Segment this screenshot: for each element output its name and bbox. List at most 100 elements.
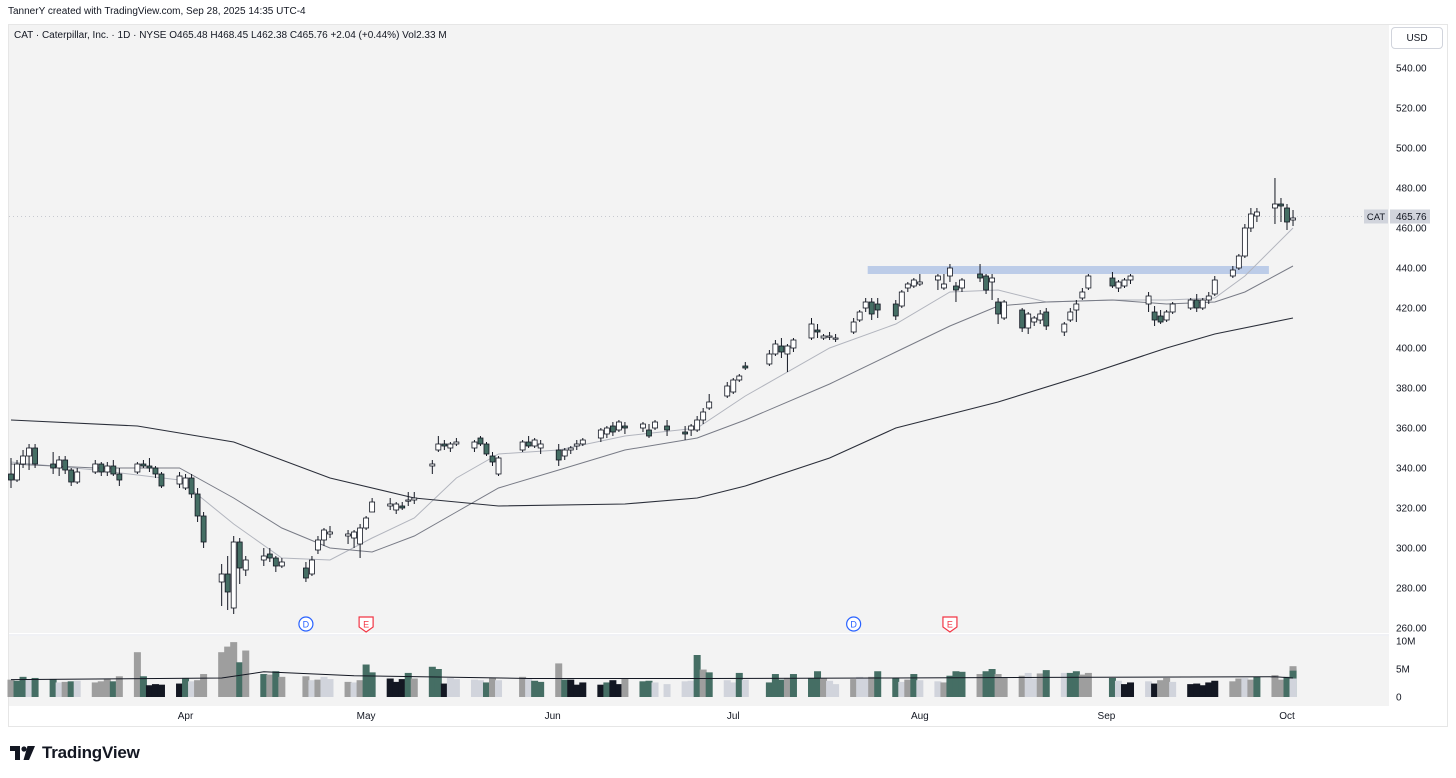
candle-body (218, 573, 225, 583)
dividend-marker-circle (298, 616, 314, 632)
candle-body (188, 477, 195, 495)
currency-button[interactable]: USD (1391, 27, 1443, 49)
volume-bar (260, 674, 268, 697)
volume-bar (1084, 672, 1092, 697)
symbol-legend[interactable]: CAT · Caterpillar, Inc. · 1D · NYSE O465… (14, 30, 447, 41)
volume-bar (868, 676, 876, 697)
candle (622, 422, 628, 434)
candle-body (1211, 279, 1218, 295)
candle-body (1290, 217, 1296, 221)
volume-bar (452, 679, 460, 697)
volume-bar (489, 677, 497, 697)
volume-bar (910, 674, 918, 697)
volume-bar (820, 678, 828, 697)
candle-body (345, 533, 351, 537)
candle-body (495, 457, 502, 475)
candle-body (688, 425, 695, 431)
volume-bar (615, 684, 623, 697)
candle (140, 460, 147, 468)
candle (303, 562, 309, 582)
volume-bar (729, 682, 737, 697)
volume-bar (446, 677, 454, 697)
candle-body (441, 443, 448, 447)
volume-bar (1247, 679, 1255, 697)
candle-body (531, 439, 538, 447)
candle-body (856, 311, 863, 321)
candle (1205, 292, 1212, 304)
candle-body (983, 275, 989, 291)
volume-bar (1078, 674, 1086, 697)
volume-bar (1289, 680, 1297, 697)
resistance-zone (867, 266, 1269, 274)
candle-body (850, 321, 857, 333)
candle-body (68, 469, 75, 483)
volume-bar (1145, 681, 1153, 697)
volume-bar (693, 655, 701, 697)
candle (700, 408, 707, 424)
price-pane[interactable] (9, 25, 1389, 633)
earnings-marker: E (358, 616, 374, 633)
candle-body (772, 343, 779, 355)
candle (652, 420, 658, 430)
candle-body (977, 273, 983, 279)
candle-body (1254, 211, 1260, 217)
volume-bar (157, 684, 165, 697)
candle (200, 512, 207, 548)
volume-bar (982, 671, 990, 697)
candle-body (1235, 255, 1242, 269)
candle-body (766, 353, 773, 365)
candle-body (555, 449, 562, 461)
candle-body (1037, 313, 1044, 321)
candle-body (1278, 203, 1284, 207)
x-tick-label: Oct (1279, 711, 1295, 722)
volume-bar (663, 684, 671, 697)
volume-bar (386, 678, 394, 697)
candle (808, 318, 815, 340)
candle-body (435, 443, 442, 451)
candle (832, 334, 839, 342)
candle-body (1229, 269, 1236, 277)
volume-bar (61, 681, 69, 697)
volume-bar (344, 681, 352, 697)
volume-bar (495, 680, 503, 697)
volume-average-line (10, 671, 1294, 681)
candle-body (303, 567, 309, 579)
candle-body (579, 439, 586, 445)
candle-body (868, 301, 875, 315)
candle-body (98, 463, 105, 473)
candle-body (429, 463, 436, 467)
candle (706, 394, 713, 410)
candle-body (941, 283, 947, 289)
volume-bar (302, 676, 310, 697)
candle-body (724, 385, 731, 397)
candle-body (224, 573, 231, 593)
volume-bar (1229, 681, 1237, 697)
candle-body (152, 467, 159, 475)
candle (537, 440, 544, 454)
y-tick-label: 480.00 (1396, 184, 1427, 195)
volume-bar (1241, 677, 1249, 697)
candle (1163, 310, 1170, 322)
x-tick-label: Jun (545, 711, 561, 722)
candle-body (1115, 281, 1122, 289)
y-tick-label: 340.00 (1396, 464, 1427, 475)
candle (92, 460, 99, 474)
candle (230, 536, 237, 614)
volume-bar (826, 680, 834, 697)
x-tick-label: Apr (178, 711, 194, 722)
candle-body (236, 541, 243, 569)
candle-body (1151, 311, 1158, 321)
volume-bar (362, 664, 370, 697)
candle (646, 424, 652, 438)
candle (874, 298, 881, 318)
candle-body (92, 463, 99, 473)
tradingview-logo[interactable]: TradingView (10, 741, 140, 765)
candle (309, 556, 315, 576)
candle (579, 438, 586, 446)
volume-bar (579, 682, 587, 697)
candle-body (369, 501, 376, 513)
candle (947, 264, 953, 282)
candle (1115, 280, 1122, 292)
volume-bar (55, 682, 63, 697)
candle (1247, 208, 1254, 232)
